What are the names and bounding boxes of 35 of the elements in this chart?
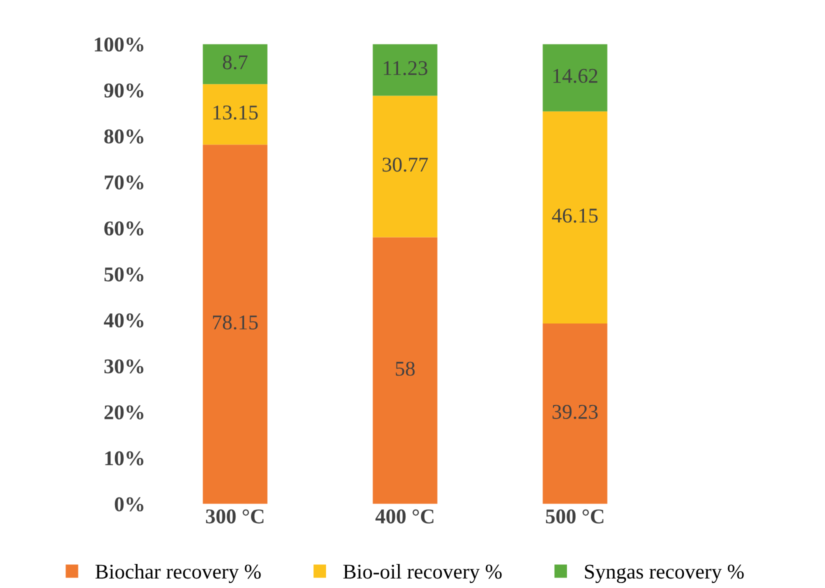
bar [202,84,268,145]
bar [542,44,608,112]
x-tick-label: 500 °C [546,509,604,524]
y-tick-label: 20% [104,405,144,420]
y-tick-label: 50% [104,267,144,282]
data-label: 14.62 [553,68,598,84]
x-tick-label: 300 °C [206,509,264,524]
legend-label: Bio-oil recovery % [343,564,502,583]
data-label: 8.7 [222,55,248,70]
bar [372,237,438,504]
data-label: 30.77 [382,158,428,172]
data-label: 46.15 [552,208,598,223]
data-label: 11.23 [384,61,428,76]
bar [372,44,438,96]
bar [372,96,438,238]
y-tick-label: 10% [105,451,144,466]
x-tick-label: 400 °C [375,509,434,524]
y-tick-label: 30% [104,359,144,374]
y-tick-label: 80% [104,129,144,144]
bar [542,111,608,324]
data-label: 13.15 [214,106,258,120]
legend-label: Syngas recovery % [585,564,744,583]
bar [202,144,268,504]
y-tick-label: 90% [104,83,144,98]
bar [542,324,608,504]
data-label: 78.15 [213,315,258,330]
y-tick-label: 0% [114,497,144,512]
bar [202,44,268,84]
legend-label: Biochar recovery % [95,564,261,583]
y-tick-label: 40% [104,313,144,328]
y-tick-label: 60% [104,221,144,236]
data-label: 39.23 [552,404,598,420]
y-tick-label: 70% [104,175,144,190]
y-tick-label: 100% [94,37,144,52]
data-label: 58 [396,362,415,376]
